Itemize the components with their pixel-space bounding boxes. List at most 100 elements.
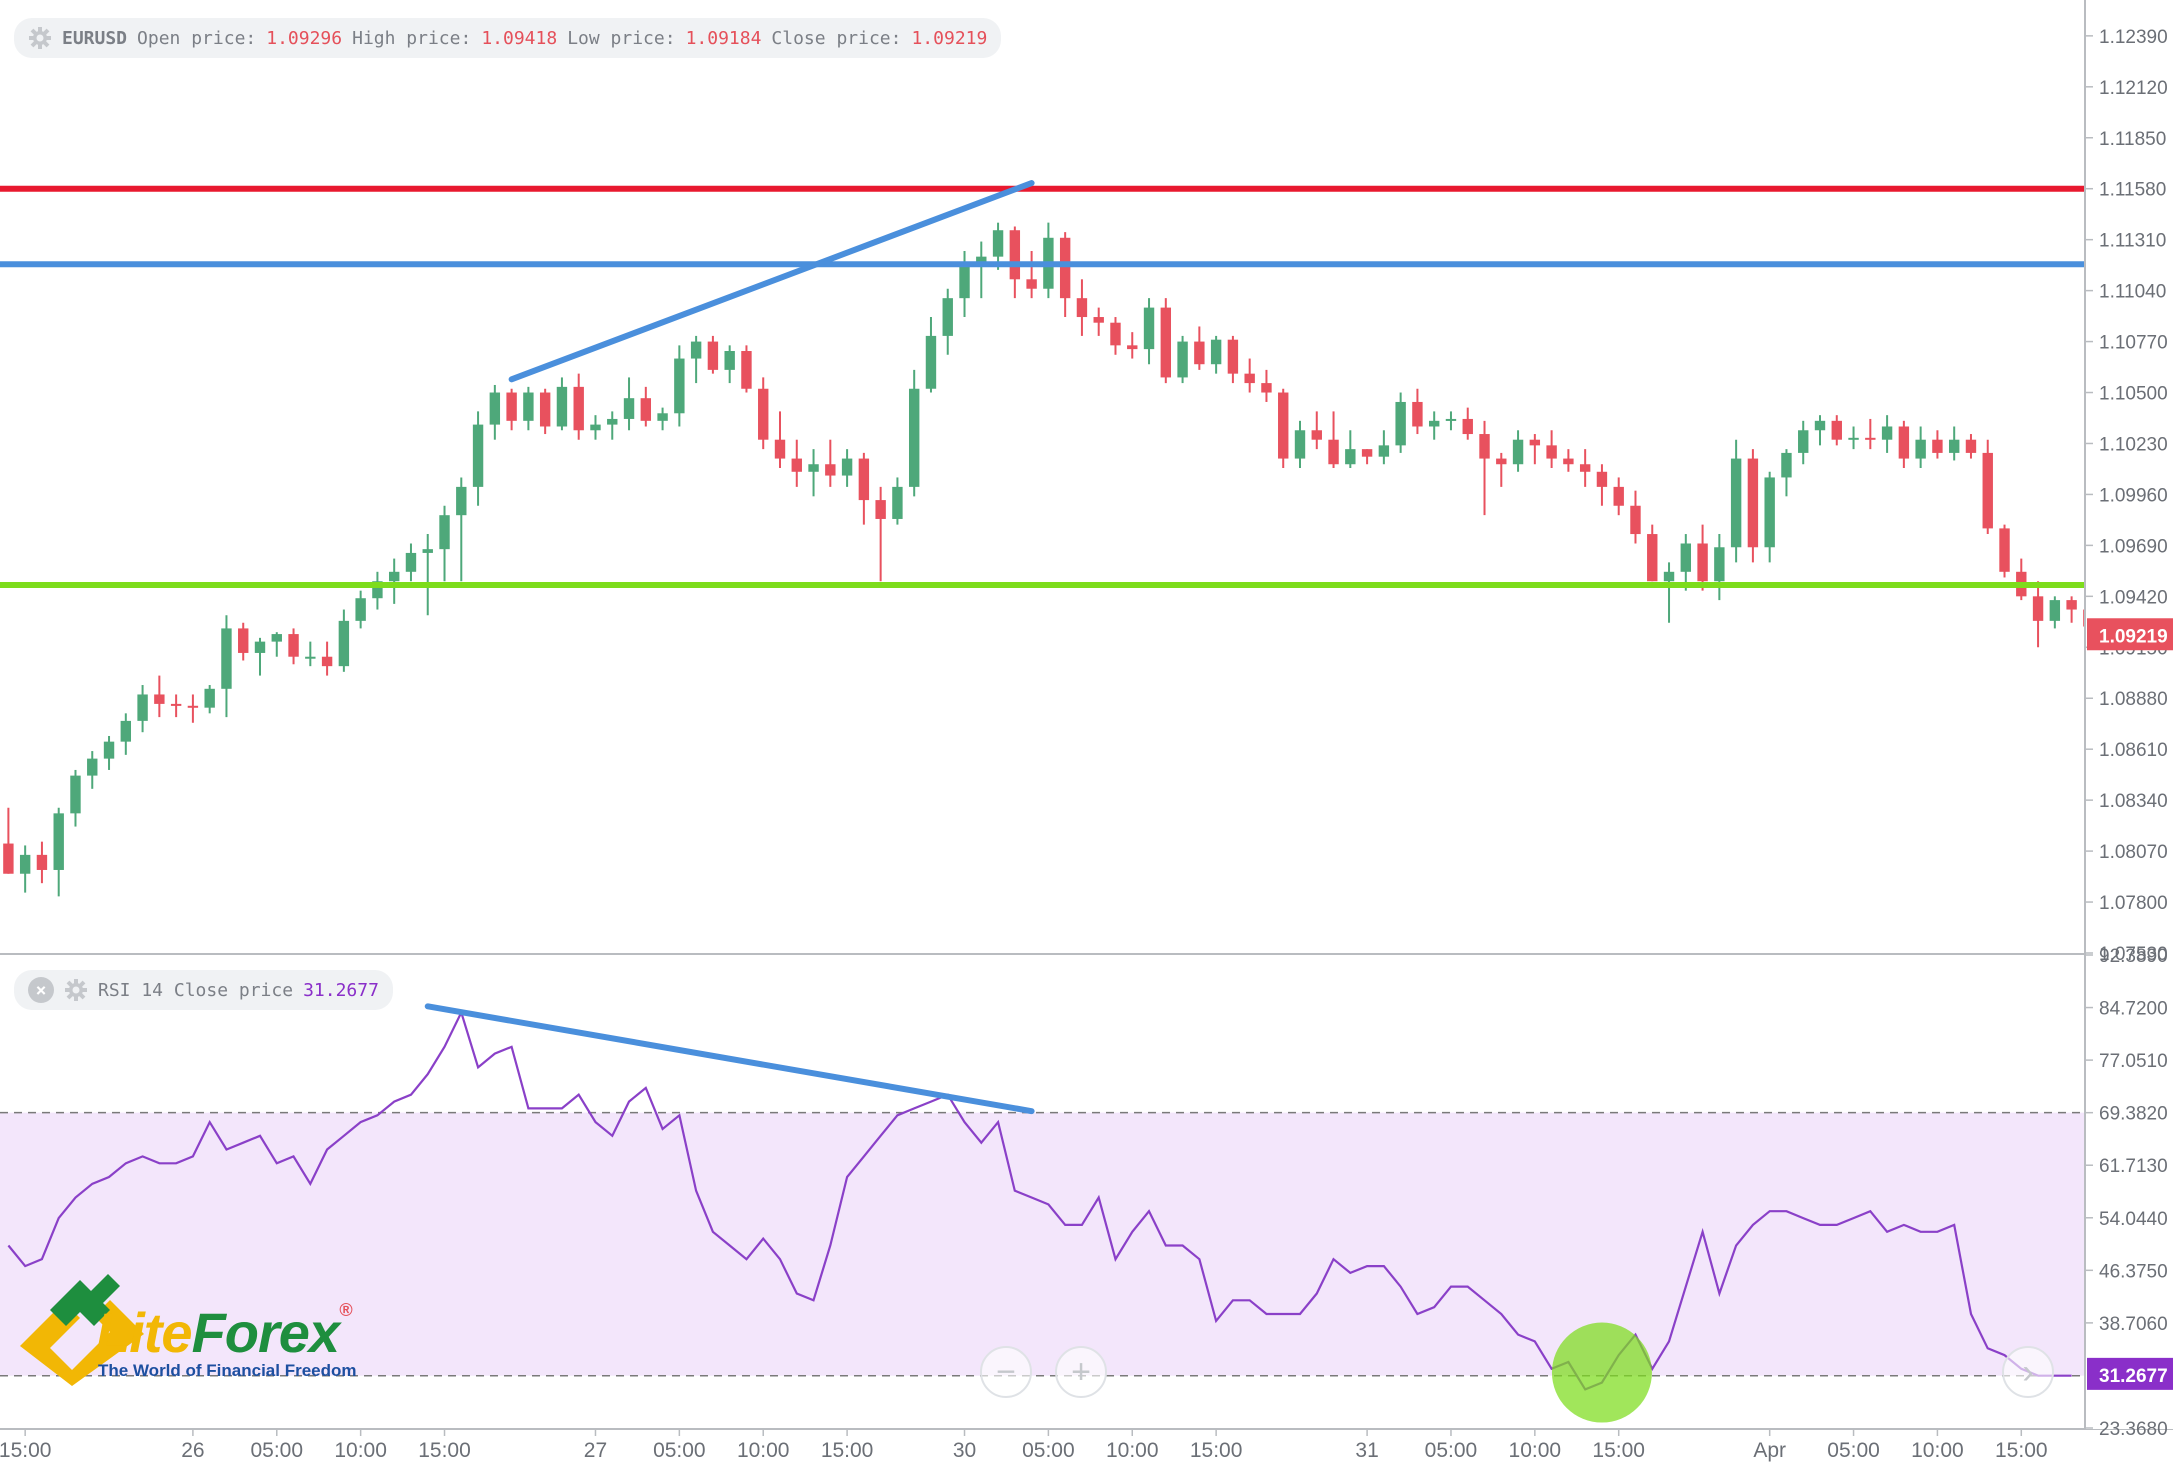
rsi-tick-label: 69.3820 [2099,1104,2168,1125]
rsi-label: RSI 14 Close price [98,979,294,1001]
candle-body [372,581,383,599]
candle-body [120,720,132,742]
x-tick-label: 10:00 [1509,1439,1562,1462]
candle-body [1512,439,1524,465]
rsi-line [7,1009,2072,1391]
y-tick-label: 1.08070 [2099,842,2168,863]
candle-body [1915,439,1926,459]
candle-body [1059,237,1071,299]
candle-body [858,458,870,501]
candle-body [154,694,165,704]
candle-body [1697,543,1708,582]
y-tick-label: 1.11850 [2099,129,2166,150]
candle-body [1764,477,1775,548]
candle-body [808,464,819,472]
x-tick-label: 27 [584,1439,607,1462]
candle-body [506,392,517,421]
candle-body [70,775,81,814]
candle-body [1026,279,1037,289]
candle-body [556,386,568,427]
x-tick-label: 15:00 [418,1439,471,1462]
y-tick-label: 1.12120 [2099,78,2168,99]
x-tick-label: 10:00 [737,1439,790,1462]
y-tick-label: 1.09420 [2099,587,2168,608]
candle-body [1328,439,1339,465]
x-tick-label: Apr [1753,1439,1786,1462]
logo-name-lite: Lite [96,1301,193,1364]
candle-body [707,341,719,370]
candle-body [1462,418,1473,435]
logo-registered: ® [339,1300,352,1320]
x-tick-label: 15:00 [821,1439,874,1462]
rsi-tick-label: 77.0510 [2099,1051,2168,1072]
rsi-tick-label: 54.0440 [2099,1209,2168,1230]
candle-body [1982,452,1993,529]
candle-body [1898,426,1910,459]
candle-body [1865,437,1876,440]
candle-body [1596,471,1608,487]
x-tick-label: 10:00 [1106,1439,1159,1462]
candle-body [841,458,853,476]
candle-body [1009,230,1021,280]
y-tick-label: 1.08880 [2099,689,2168,710]
candle-body [1361,449,1373,457]
candle-body [1261,383,1272,393]
rsi-tick-label: 92.3890 [2099,946,2168,967]
low-label: Low price: [567,27,676,49]
candle-body [271,634,282,642]
candle-body [187,705,199,708]
y-tick-label: 1.11040 [2099,282,2166,303]
rsi-tick-label: 46.3750 [2099,1261,2168,1282]
scroll-right-button[interactable]: › [2002,1346,2054,1398]
candle-body [456,486,467,516]
candle-body [590,424,601,431]
y-tick-label: 1.07530 [2099,944,2168,965]
candle-body [892,486,903,519]
price-axis-bg [2086,0,2173,1429]
high-value: 1.09418 [481,27,558,49]
candle-body [875,500,886,519]
x-tick-label: 05:00 [653,1439,706,1462]
candle-body [1227,339,1239,374]
price-pane [0,180,2111,897]
candle-body [741,351,752,389]
price-legend: EURUSD Open price: 1.09296 High price: 1… [14,18,1002,58]
candle-body [2066,600,2077,610]
zoom-in-button[interactable]: + [1055,1346,1107,1398]
candle-body [774,439,786,459]
close-label: Close price: [771,27,902,49]
candle-body [976,256,987,265]
logo-wordmark: LiteForex® [96,1300,352,1365]
rsi-legend: × RSI 14 Close price 31.2677 [14,970,393,1010]
candle-body [791,458,802,472]
candle-body [925,335,937,389]
gear-icon[interactable] [64,978,88,1002]
candle-body [1244,373,1255,384]
last-rsi-label: 31.2677 [2099,1366,2168,1387]
candle-body [523,392,534,421]
x-tick-label: 15:00 [1190,1439,1243,1462]
candle-body [321,656,333,667]
candle-body [254,641,266,653]
gear-icon[interactable] [28,26,52,50]
candle-body [657,413,668,421]
candle-body [204,688,215,708]
candle-body [942,298,953,336]
x-tick-label: 10:00 [334,1439,387,1462]
y-tick-label: 1.12390 [2099,27,2168,48]
close-icon[interactable]: × [28,977,54,1003]
candle-body [1445,418,1457,421]
candle-body [405,552,417,572]
candle-body [170,703,182,706]
x-tick-label: 30 [953,1439,976,1462]
logo-tagline: The World of Financial Freedom [98,1361,357,1380]
x-tick-label: 15:00 [0,1439,51,1462]
candle-body [19,854,31,874]
x-tick-label: 26 [181,1439,204,1462]
candle-body [758,388,769,440]
y-tick-label: 1.08340 [2099,791,2168,812]
zoom-out-button[interactable]: − [980,1346,1032,1398]
candle-body [103,741,115,759]
candle-body [422,549,433,553]
